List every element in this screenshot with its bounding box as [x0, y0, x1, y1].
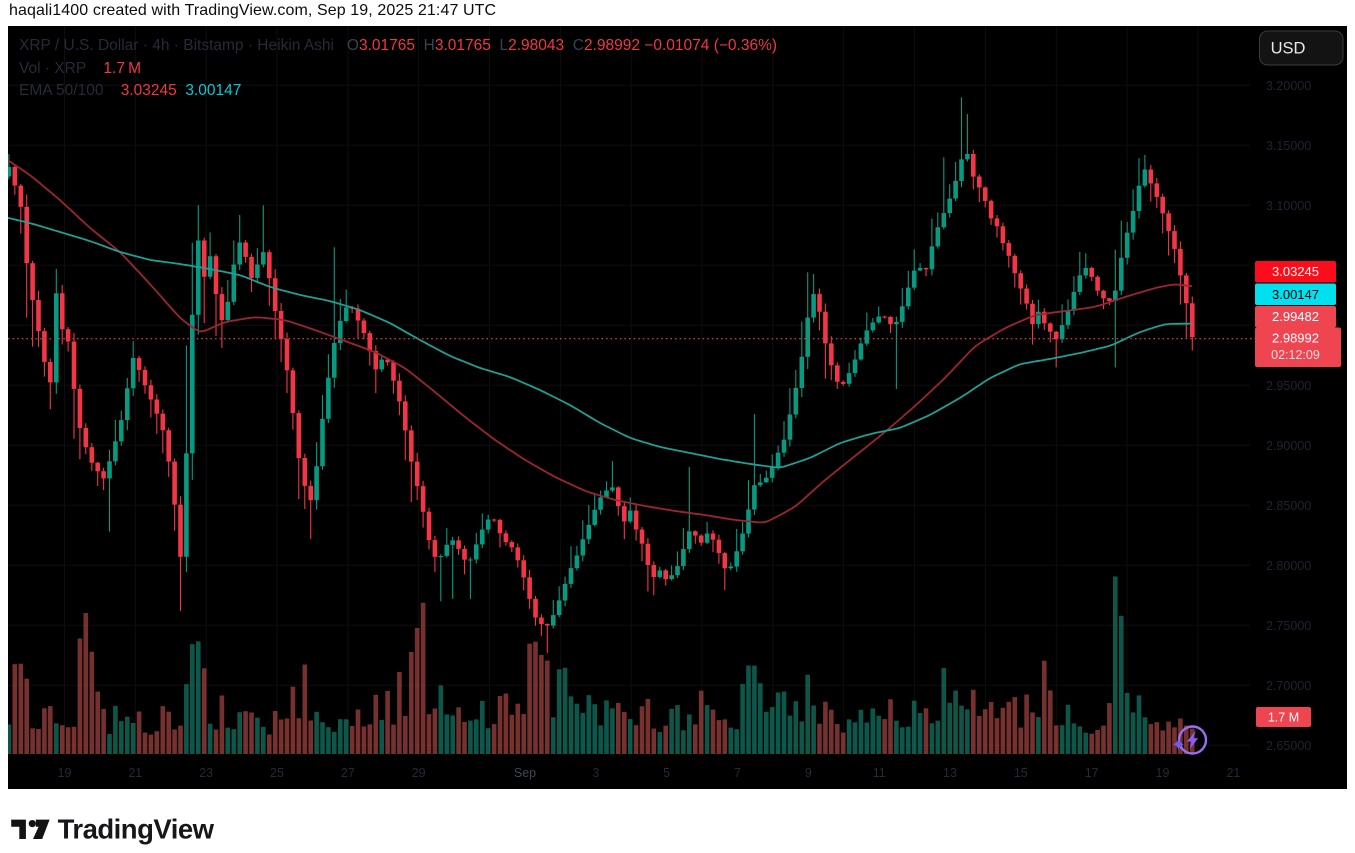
- svg-text:XRP / U.S. Dollar · 4h · Bitst: XRP / U.S. Dollar · 4h · Bitstamp · Heik…: [19, 37, 777, 54]
- svg-text:17: 17: [1085, 766, 1099, 780]
- svg-text:3.15000: 3.15000: [1266, 139, 1311, 153]
- svg-text:21: 21: [128, 766, 142, 780]
- svg-text:2.80000: 2.80000: [1266, 559, 1311, 573]
- svg-text:Vol · XRP 1.7 M: Vol · XRP 1.7 M: [19, 60, 141, 77]
- svg-text:2.70000: 2.70000: [1266, 679, 1311, 693]
- svg-text:Sep: Sep: [514, 766, 536, 780]
- svg-text:7: 7: [734, 766, 741, 780]
- svg-text:1.7 M: 1.7 M: [1268, 711, 1299, 725]
- svg-text:13: 13: [943, 766, 957, 780]
- svg-text:25: 25: [270, 766, 284, 780]
- svg-text:29: 29: [412, 766, 426, 780]
- svg-text:2.75000: 2.75000: [1266, 619, 1311, 633]
- svg-text:5: 5: [663, 766, 670, 780]
- svg-text:23: 23: [199, 766, 213, 780]
- svg-text:27: 27: [341, 766, 355, 780]
- svg-text:19: 19: [58, 766, 72, 780]
- svg-text:19: 19: [1156, 766, 1170, 780]
- svg-text:TradingView: TradingView: [58, 814, 215, 845]
- svg-text:EMA 50/100 3.03245 3.00147: EMA 50/100 3.03245 3.00147: [19, 82, 241, 99]
- svg-text:3.20000: 3.20000: [1266, 79, 1311, 93]
- svg-text:2.90000: 2.90000: [1266, 439, 1311, 453]
- svg-text:2.99482: 2.99482: [1272, 309, 1319, 324]
- svg-text:21: 21: [1226, 766, 1240, 780]
- svg-text:15: 15: [1014, 766, 1028, 780]
- svg-text:2.85000: 2.85000: [1266, 499, 1311, 513]
- svg-text:3.00147: 3.00147: [1272, 287, 1319, 302]
- svg-text:02:12:09: 02:12:09: [1271, 348, 1320, 362]
- svg-text:USD: USD: [1271, 40, 1306, 58]
- svg-text:3.03245: 3.03245: [1272, 264, 1319, 279]
- svg-text:3: 3: [592, 766, 599, 780]
- svg-text:11: 11: [873, 766, 886, 780]
- svg-text:2.65000: 2.65000: [1266, 739, 1311, 753]
- svg-text:9: 9: [805, 766, 812, 780]
- svg-text:2.98992: 2.98992: [1272, 331, 1319, 346]
- svg-text:3.10000: 3.10000: [1266, 199, 1311, 213]
- svg-text:2.95000: 2.95000: [1266, 379, 1311, 393]
